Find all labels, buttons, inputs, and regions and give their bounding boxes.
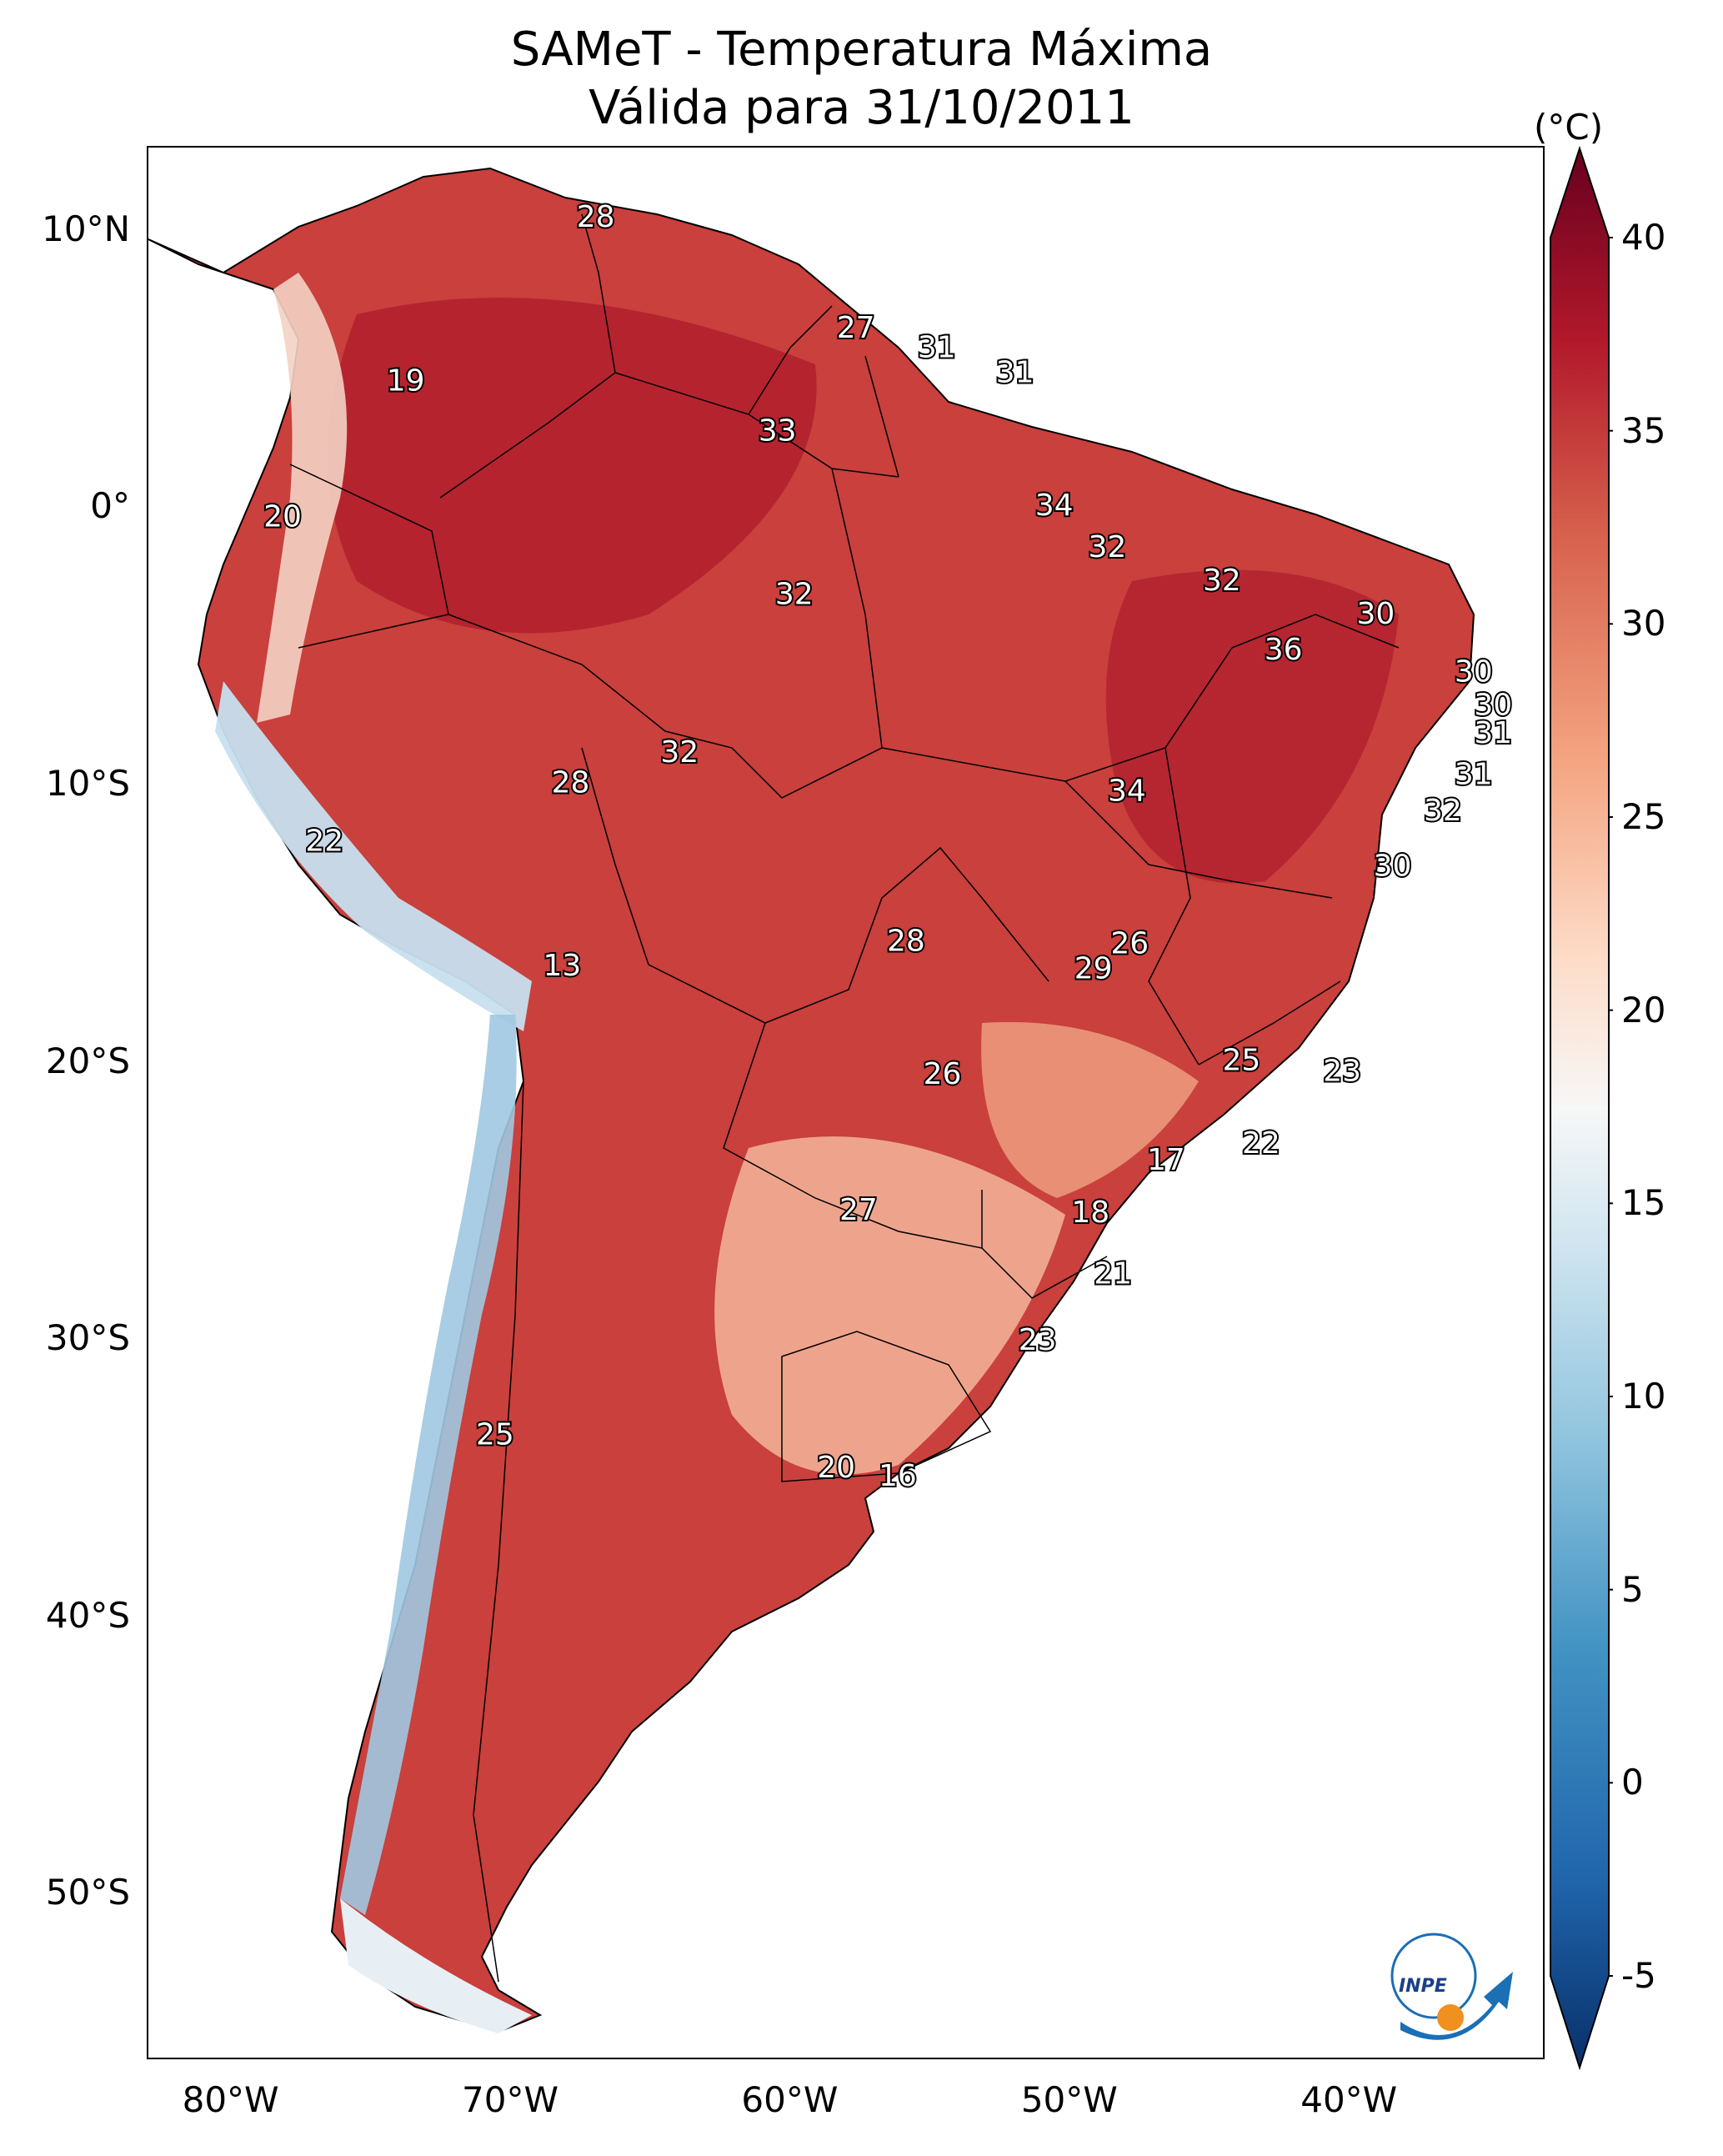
colorbar-unit: (°C) — [1534, 107, 1604, 148]
temperature-label: 16 — [879, 1459, 917, 1493]
latitude-tick-label: 0° — [90, 485, 130, 527]
temperature-label: 28 — [887, 924, 925, 958]
latitude-tick-label: 10°S — [45, 763, 130, 804]
temperature-label: 13 — [543, 949, 581, 983]
colorbar-tick-label: 15 — [1621, 1182, 1666, 1224]
colorbar-tick-label: 0 — [1621, 1762, 1644, 1803]
colorbar-body — [1550, 145, 1610, 2071]
temperature-label: 26 — [1110, 927, 1149, 961]
longitude-tick-label: 80°W — [182, 2079, 279, 2120]
temperature-label: 23 — [1323, 1055, 1361, 1089]
latitude-tick-label: 40°S — [45, 1594, 130, 1636]
temperature-label: 30 — [1374, 850, 1412, 884]
colorbar-tick-label: 35 — [1621, 409, 1666, 451]
temperature-label: 29 — [1074, 952, 1113, 986]
temperature-label: 31 — [1455, 758, 1493, 792]
andes-cool-band-peru — [215, 681, 532, 1031]
colorbar-ticks — [1609, 237, 1613, 1977]
longitude-tick-label: 40°W — [1300, 2079, 1398, 2120]
mild-region-south — [714, 1136, 1065, 1475]
colorbar-tick-label: 40 — [1621, 217, 1666, 258]
temperature-label: 30 — [1474, 689, 1512, 723]
temperature-label: 25 — [476, 1417, 514, 1452]
latitude-tick-label: 50°S — [45, 1872, 130, 1913]
temperature-label: 36 — [1265, 633, 1303, 667]
map-title-line1: SAMeT - Temperatura Máxima — [510, 23, 1213, 77]
colorbar-tick-label: -5 — [1621, 1955, 1656, 1996]
longitude-tick-label: 60°W — [741, 2079, 839, 2120]
andes-cool-band-chile — [340, 1015, 517, 1915]
colorbar — [1550, 145, 1613, 2071]
colorbar-tick-label: 30 — [1621, 603, 1666, 644]
map-title-line2: Válida para 31/10/2011 — [589, 81, 1134, 135]
temperature-label: 28 — [552, 766, 590, 800]
temperature-label: 32 — [1203, 564, 1241, 598]
temperature-label: 30 — [1356, 597, 1395, 631]
temperature-label: 27 — [839, 1193, 878, 1227]
temperature-label: 22 — [305, 825, 343, 859]
temperature-label: 34 — [1035, 489, 1074, 523]
temperature-label: 19 — [387, 364, 425, 398]
country-borders — [289, 213, 1400, 1983]
temperature-label: 23 — [1019, 1323, 1057, 1357]
hot-region-amazon — [328, 298, 817, 634]
temperature-label: 30 — [1455, 655, 1493, 689]
latitude-tick-label: 20°S — [45, 1040, 130, 1081]
longitude-tick-label: 70°W — [462, 2079, 558, 2120]
temperature-label: 31 — [1474, 716, 1512, 750]
temperature-label: 31 — [918, 331, 956, 365]
svg-text:INPE: INPE — [1399, 1976, 1447, 1997]
hot-region-northeast — [1105, 569, 1399, 884]
temperature-label: 32 — [1424, 794, 1462, 828]
temperature-label: 26 — [924, 1057, 962, 1091]
temperature-label: 34 — [1108, 775, 1146, 809]
temperature-label: 32 — [660, 735, 699, 770]
temperature-label: 25 — [1222, 1043, 1260, 1077]
temperature-label: 20 — [817, 1451, 855, 1485]
colorbar-tick-label: 10 — [1621, 1376, 1666, 1416]
temperature-label: 32 — [775, 578, 814, 612]
colorbar-tick-label: 20 — [1621, 989, 1666, 1030]
temperature-label: 22 — [1242, 1126, 1280, 1161]
longitude-tick-label: 50°W — [1020, 2079, 1118, 2120]
latitude-tick-label: 30°S — [45, 1317, 130, 1359]
andes-cool-band-north — [257, 273, 348, 723]
temperature-label: 31 — [996, 355, 1034, 389]
temperature-label: 21 — [1094, 1256, 1132, 1291]
colorbar-tick-label: 5 — [1621, 1568, 1644, 1610]
inpe-logo: INPE — [1390, 1933, 1513, 2040]
map-frame: 28 27 31 31 19 33 34 20 32 32 32 30 36 30 30 31 32 28 34 31… — [147, 146, 1545, 2059]
colorbar-tick-label: 25 — [1621, 796, 1666, 837]
temperature-label: 20 — [263, 499, 302, 534]
latitude-tick-label: 10°N — [42, 208, 130, 249]
mild-region-southeast — [981, 1021, 1199, 1198]
temperature-label: 27 — [837, 311, 875, 345]
temperature-label: 17 — [1147, 1143, 1185, 1177]
temperature-label: 28 — [577, 200, 615, 234]
patagonia-cool-tip — [340, 1898, 532, 2033]
temperature-label: 33 — [759, 414, 797, 448]
temperature-label: 18 — [1071, 1196, 1109, 1230]
temperature-label: 32 — [1088, 530, 1126, 564]
